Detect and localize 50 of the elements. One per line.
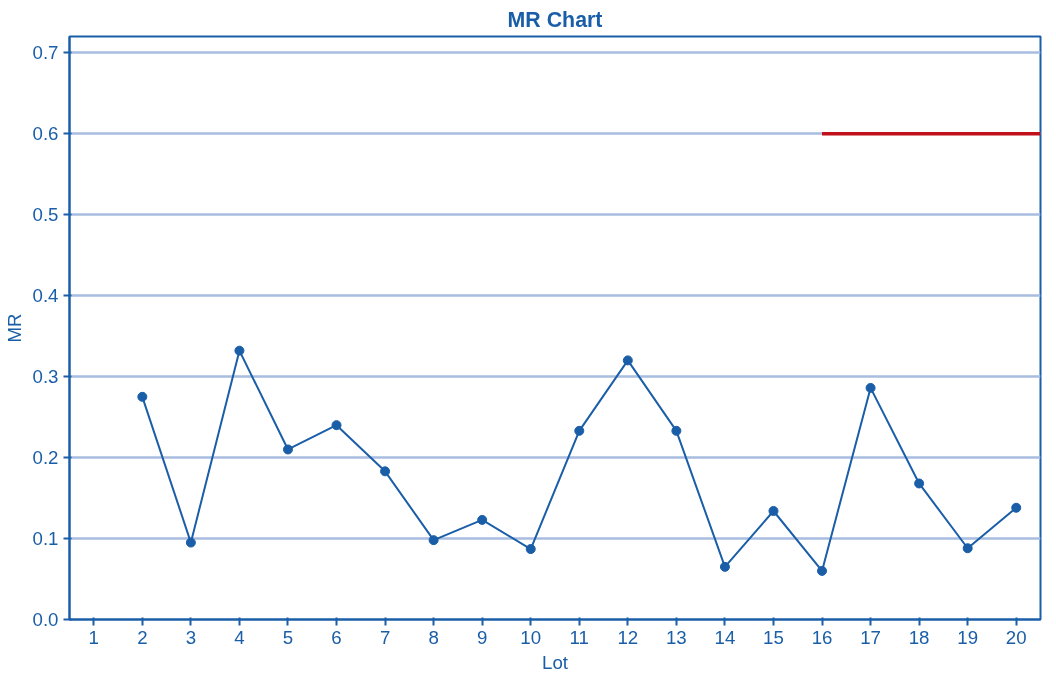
x-tick-label: 7 xyxy=(379,626,391,648)
point xyxy=(477,514,488,525)
x-tick-label: 8 xyxy=(428,626,439,648)
point xyxy=(914,478,925,489)
x-tick-label: 11 xyxy=(569,626,589,648)
x-tick-label: 12 xyxy=(617,626,639,648)
point xyxy=(185,537,196,548)
x-tick-label: 10 xyxy=(520,626,542,648)
x-tick-label: 6 xyxy=(331,626,342,648)
x-tick-label: 9 xyxy=(476,626,488,648)
point xyxy=(574,425,585,436)
x-axis-title: Lot xyxy=(542,651,569,673)
point xyxy=(380,466,391,477)
point xyxy=(428,535,439,546)
chart-title: MR Chart xyxy=(507,7,603,32)
y-tick-label: 0.0 xyxy=(32,609,59,630)
y-tick-label: 0.7 xyxy=(32,42,59,64)
y-tick-label: 0.4 xyxy=(32,285,59,307)
point xyxy=(962,543,973,554)
x-tick-label: 2 xyxy=(137,626,148,648)
y-tick-label: 0.1 xyxy=(32,528,59,550)
point xyxy=(1011,502,1022,513)
x-tick-label: 4 xyxy=(234,626,245,648)
y-tick-label: 0.5 xyxy=(32,204,59,226)
y-tick-label: 0.3 xyxy=(32,366,59,388)
y-axis-title: MR xyxy=(3,313,25,343)
x-tick-label: 5 xyxy=(282,626,294,648)
x-tick-label: 1 xyxy=(88,626,99,648)
x-tick-label: 18 xyxy=(908,626,930,648)
x-tick-label: 19 xyxy=(957,626,979,648)
point xyxy=(331,420,342,431)
point xyxy=(817,565,828,576)
y-tick-label: 0.6 xyxy=(32,123,59,145)
point xyxy=(282,444,293,455)
point xyxy=(137,391,148,402)
x-tick-label: 3 xyxy=(185,626,197,648)
point xyxy=(719,561,730,572)
point xyxy=(234,345,245,356)
x-tick-label: 16 xyxy=(811,626,833,648)
y-tick-label: 0.2 xyxy=(32,447,59,469)
x-tick-label: 13 xyxy=(666,626,687,648)
point xyxy=(622,355,633,366)
point xyxy=(525,544,536,555)
point xyxy=(768,506,779,516)
point xyxy=(865,382,876,393)
x-tick-label: 17 xyxy=(860,626,881,648)
point xyxy=(671,425,682,436)
x-tick-label: 15 xyxy=(763,626,784,648)
x-tick-label: 14 xyxy=(714,626,736,648)
x-tick-label: 20 xyxy=(1005,626,1027,648)
